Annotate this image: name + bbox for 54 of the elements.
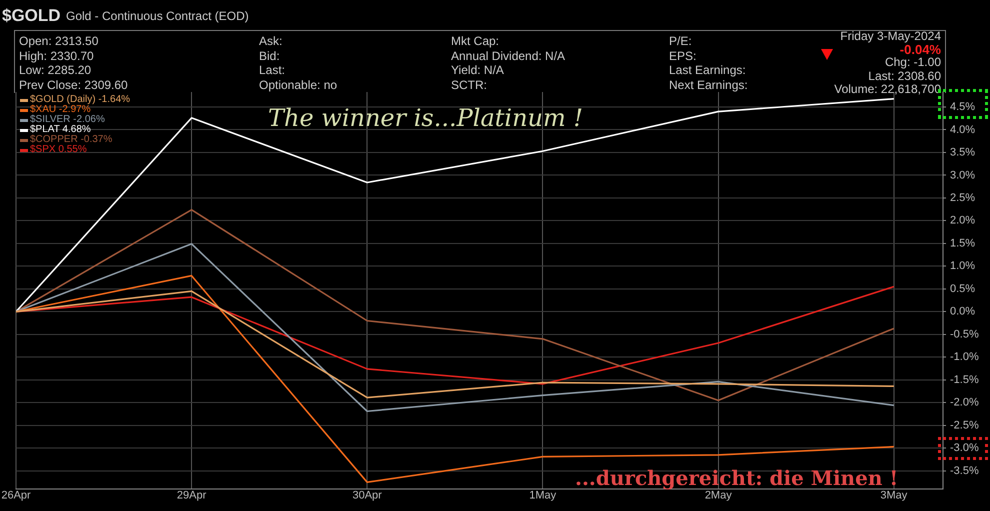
text: Friday 3-May-2024 <box>840 29 941 44</box>
y-tick-label: 1.5% <box>950 237 976 250</box>
x-tick-label: 3May <box>880 490 908 502</box>
y-tick-label: 4.0% <box>950 124 976 136</box>
y-tick-label: 4.5% <box>950 101 976 114</box>
text: Mkt Cap: <box>451 34 500 49</box>
legend-label: $SPX 0.55% <box>30 144 87 155</box>
text: Prev Close: 2309.60 <box>19 78 128 92</box>
y-tick-label: 3.0% <box>950 169 976 182</box>
x-tick-label: 29Apr <box>176 490 207 502</box>
y-tick-label: 1.0% <box>950 260 976 272</box>
text: Bid: <box>259 48 280 64</box>
legend-label: $GOLD (Daily) -1.64% <box>30 94 130 105</box>
text: Low: 2285.20 <box>19 63 92 78</box>
y-tick-label: -2.5% <box>950 419 979 432</box>
y-tick-label: 0.5% <box>950 282 976 295</box>
text: Last Earnings: <box>669 63 746 78</box>
x-tick-label: 2May <box>704 490 732 502</box>
text: -0.04% <box>900 42 941 58</box>
y-tick-label: -1.5% <box>950 374 979 386</box>
legend-label: $XAU -2.97% <box>30 104 91 115</box>
x-tick-label: 1May <box>529 490 557 502</box>
text: Yield: N/A <box>451 63 504 78</box>
y-tick-label: 3.5% <box>950 146 976 159</box>
text: High: 2330.70 <box>19 48 94 64</box>
text: EPS: <box>669 48 696 64</box>
text: Open: 2313.50 <box>19 34 98 49</box>
text: P/E: <box>669 34 692 49</box>
y-tick-label: 2.0% <box>950 214 976 227</box>
chart-subtitle: Gold - Continuous Contract (EOD) <box>66 9 249 23</box>
text: Last: <box>259 63 286 78</box>
annotation: The winner is...Platinum ! <box>268 104 584 132</box>
text: Next Earnings: <box>669 78 748 92</box>
chart-title: $GOLD <box>2 6 61 26</box>
text: Ask: <box>259 34 282 49</box>
y-tick-label: -3.0% <box>950 442 979 454</box>
y-tick-label: 0.0% <box>950 306 976 318</box>
legend-label: $PLAT 4.68% <box>30 124 91 135</box>
text: Annual Dividend: N/A <box>451 48 566 64</box>
text: Optionable: no <box>259 78 338 92</box>
text: SCTR: <box>451 78 487 92</box>
text: Chg: -1.00 <box>884 55 941 70</box>
y-tick-label: -1.0% <box>950 351 979 364</box>
y-tick-label: -3.5% <box>950 464 979 477</box>
legend-label: $COPPER -0.37% <box>30 134 112 145</box>
x-tick-label: 30Apr <box>352 490 382 502</box>
y-tick-label: 2.5% <box>950 192 976 204</box>
annotation: ...durchgereicht: die Minen ! <box>575 466 898 490</box>
annotation: Volume: 22,618,700 <box>834 82 941 97</box>
y-tick-label: -0.5% <box>950 328 979 340</box>
y-tick-label: -2.0% <box>950 396 979 409</box>
x-tick-label: 26Apr <box>1 490 32 502</box>
legend-label: $SILVER -2.06% <box>30 114 105 125</box>
text: Last: 2308.60 <box>868 68 941 84</box>
